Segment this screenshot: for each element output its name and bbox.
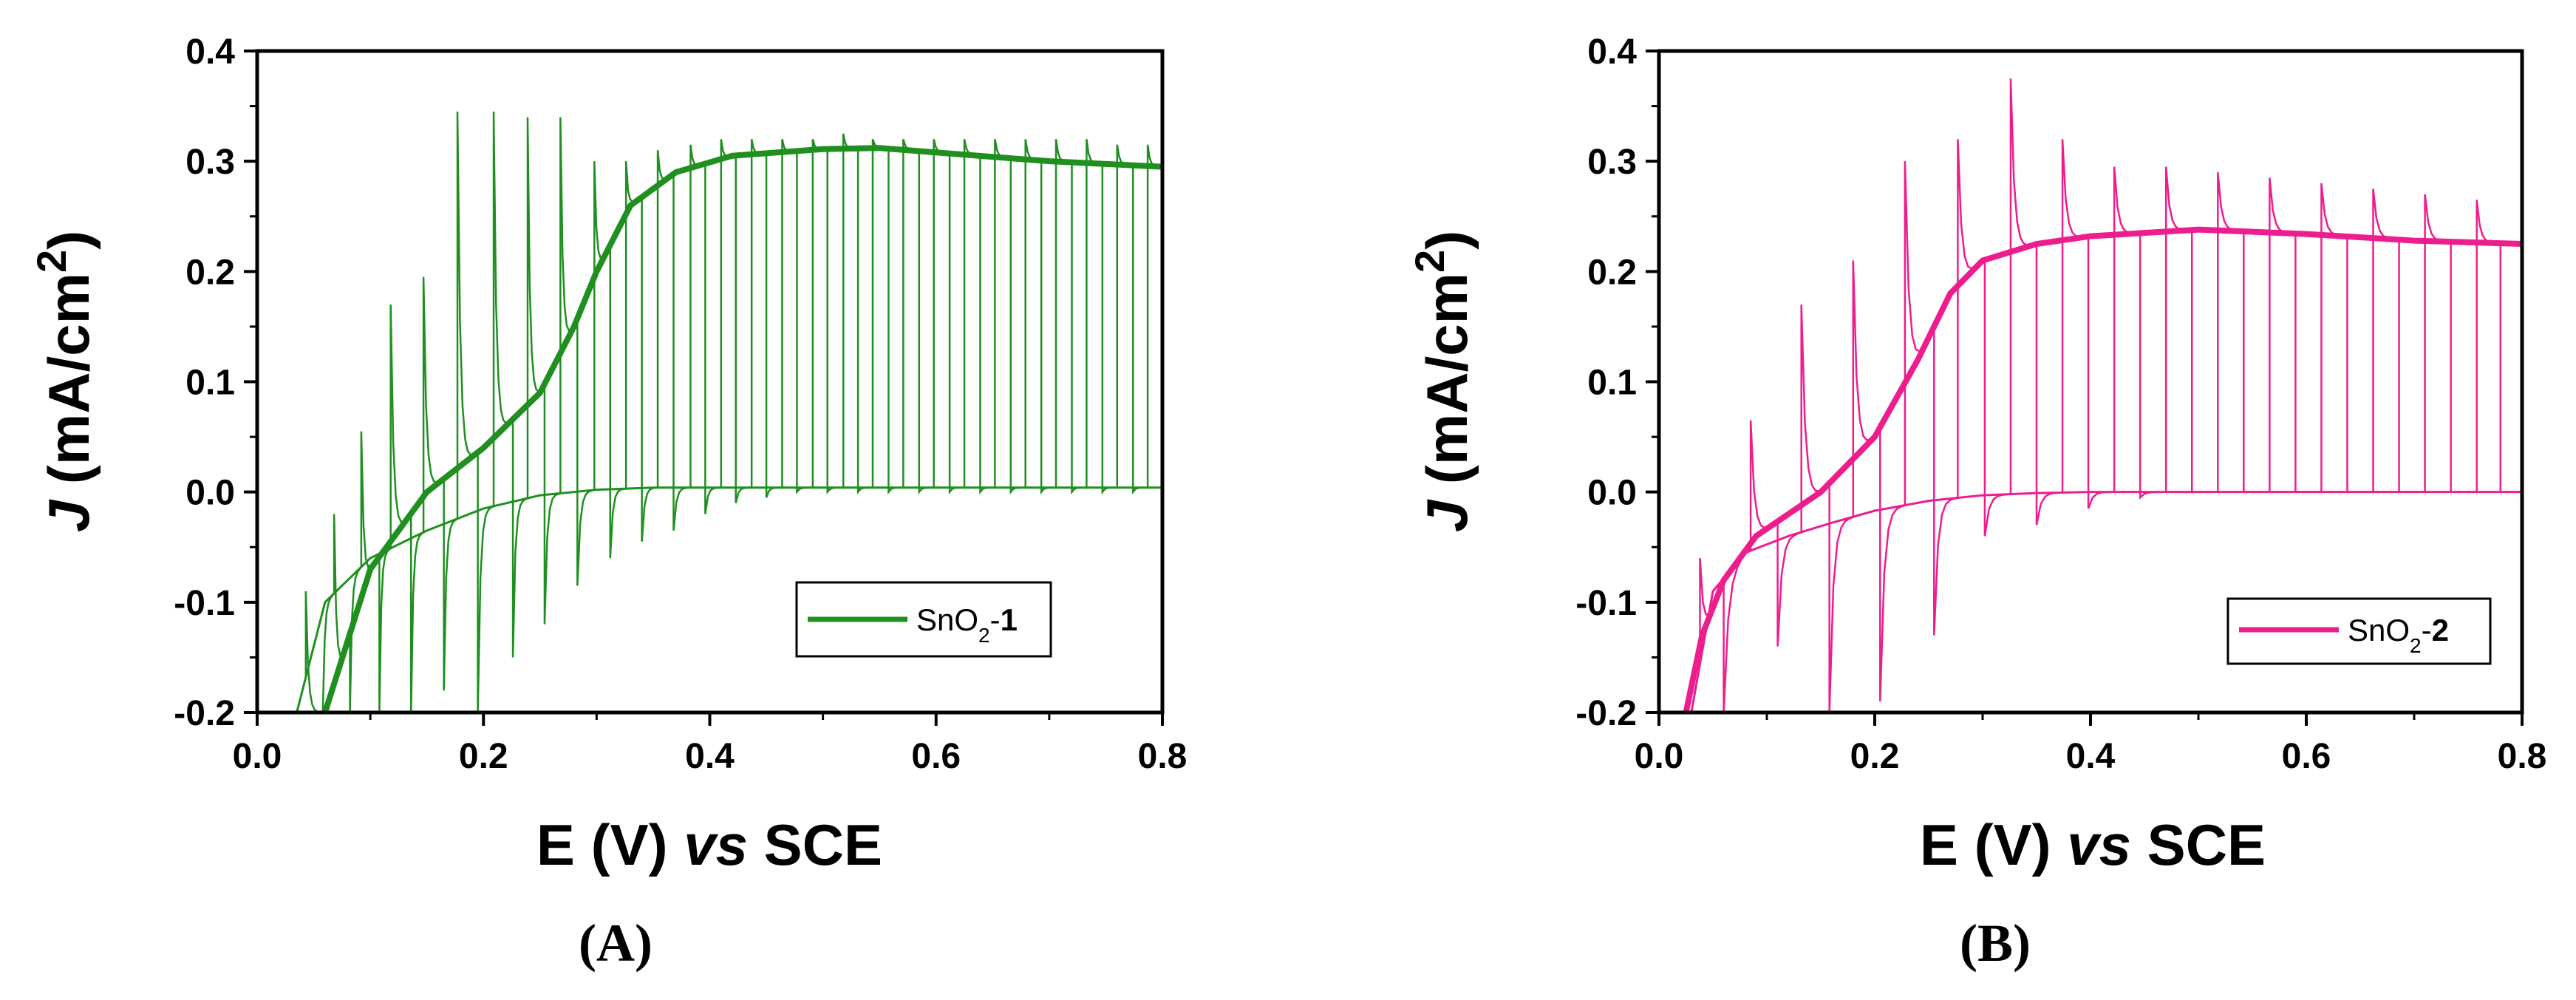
plot-area-a <box>257 51 1162 712</box>
y-tick-label-a: 0.3 <box>185 143 235 182</box>
legend-a: SnO2-1 <box>795 581 1052 658</box>
y-tick-label-b: 0.4 <box>1587 33 1637 72</box>
x-tick-label-b: 0.8 <box>2498 737 2547 776</box>
panel-a: 0.0 0.2 0.4 0.6 0.8 -0.2 -0.1 0.0 0.1 0.2 0.3 0.4 J… <box>28 33 1188 973</box>
x-axis-vs: vs <box>2067 812 2131 877</box>
y-tick-label-b: 0.3 <box>1587 143 1637 182</box>
panel-b: 0.0 0.2 0.4 0.6 0.8 -0.2 -0.1 0.0 0.1 0.2 0.3 0.4 J… <box>1406 33 2547 973</box>
x-tick-label-b: 0.2 <box>1850 737 1900 776</box>
x-axis-reference: SCE <box>2131 812 2266 877</box>
legend-compound: SnO <box>916 602 978 637</box>
x-tick-label-a: 0.4 <box>685 737 735 776</box>
x-axis-quantity: E (V) <box>1920 812 2067 877</box>
y-tick-label-a: 0.4 <box>185 33 235 72</box>
photocurrent-line-b <box>1683 226 2522 712</box>
ticks-a: 0.0 0.2 0.4 0.6 0.8 -0.2 -0.1 0.0 0.1 0.2 0.3 0.4 <box>174 33 1187 776</box>
x-tick-label-b: 0.6 <box>2282 737 2331 776</box>
y-axis-symbol: J <box>1414 499 1479 532</box>
x-tick-label-a: 0.2 <box>459 737 508 776</box>
y-axis-unit-close: ) <box>36 231 101 250</box>
x-axis-title-a: E (V) vs SCE <box>536 812 882 877</box>
x-tick-label-a: 0.8 <box>1138 737 1188 776</box>
panel-label-a: (A) <box>579 914 652 973</box>
x-axis-title-b: E (V) vs SCE <box>1920 812 2266 877</box>
photocurrent-line-a <box>322 145 1162 712</box>
y-axis-title-b: J (mA/cm2) <box>1406 231 1480 532</box>
y-tick-label-b: 0.0 <box>1587 474 1637 513</box>
x-tick-label-a: 0.0 <box>233 737 282 776</box>
y-tick-label-a: -0.2 <box>174 694 235 733</box>
y-axis-unit: (mA/cm <box>1414 273 1479 500</box>
legend-sample-number: 2 <box>2432 613 2449 647</box>
y-tick-label-b: 0.2 <box>1587 253 1637 292</box>
series-group-a <box>257 51 1162 712</box>
legend-subscript: 2 <box>2410 634 2422 657</box>
legend-sample-number: 1 <box>1001 602 1018 637</box>
y-axis-unit: (mA/cm <box>36 273 101 500</box>
dark-current-line-a <box>296 486 1162 712</box>
legend-hyphen: - <box>2422 613 2432 647</box>
y-tick-label-b: -0.2 <box>1575 694 1637 733</box>
y-tick-label-b: -0.1 <box>1575 584 1637 623</box>
dark-current-line-b <box>1690 491 2522 712</box>
plot-area-b <box>1659 51 2522 712</box>
y-axis-unit-close: ) <box>1414 231 1479 250</box>
y-axis-unit-exponent: 2 <box>28 250 75 273</box>
y-axis-unit-exponent: 2 <box>1406 250 1453 273</box>
y-tick-label-b: 0.1 <box>1587 364 1637 403</box>
legend-hyphen: - <box>990 602 1001 637</box>
x-tick-label-a: 0.6 <box>911 737 961 776</box>
series-group-b <box>1659 51 2522 712</box>
legend-b: SnO2-2 <box>2226 597 2492 665</box>
y-axis-symbol: J <box>36 499 101 532</box>
x-axis-vs: vs <box>684 812 748 877</box>
ticks-b: 0.0 0.2 0.4 0.6 0.8 -0.2 -0.1 0.0 0.1 0.2 0.3 0.4 <box>1575 33 2546 776</box>
y-tick-label-a: -0.1 <box>174 584 235 623</box>
legend-compound: SnO <box>2348 613 2410 647</box>
x-tick-label-b: 0.0 <box>1635 737 1684 776</box>
x-axis-reference: SCE <box>748 812 882 877</box>
legend-label-a: SnO2-1 <box>916 602 1018 647</box>
panel-label-b: (B) <box>1960 914 2031 973</box>
y-tick-label-a: 0.1 <box>185 364 235 403</box>
x-tick-label-b: 0.4 <box>2066 737 2116 776</box>
legend-subscript: 2 <box>978 624 990 647</box>
y-tick-label-a: 0.0 <box>185 474 235 513</box>
legend-label-b: SnO2-2 <box>2348 613 2449 657</box>
y-tick-label-a: 0.2 <box>185 253 235 292</box>
y-axis-title-a: J (mA/cm2) <box>28 231 102 532</box>
x-axis-quantity: E (V) <box>536 812 684 877</box>
